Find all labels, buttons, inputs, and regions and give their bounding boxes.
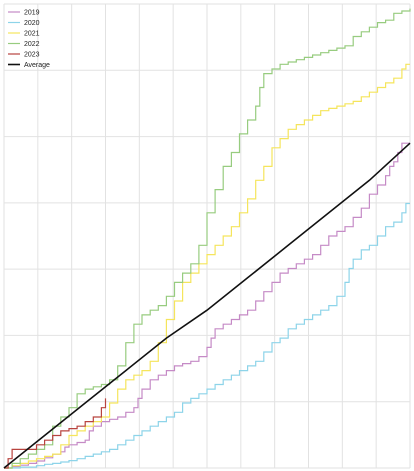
legend-label-average: Average — [24, 62, 50, 69]
grid-lines — [3, 3, 411, 469]
legend-label-2023: 2023 — [24, 52, 40, 59]
legend-label-2021: 2021 — [24, 31, 40, 38]
series-line-average — [3, 142, 411, 469]
legend-label-2020: 2020 — [24, 20, 40, 27]
series-line-2023 — [4, 398, 107, 469]
series-line-2022 — [4, 8, 411, 469]
series-lines — [3, 8, 411, 469]
legend: 2019 2020 2021 2022 2023 Average — [8, 10, 50, 69]
legend-label-2019: 2019 — [24, 10, 40, 17]
legend-label-2022: 2022 — [24, 41, 40, 48]
series-line-2021 — [4, 63, 410, 469]
series-line-2020 — [4, 202, 410, 469]
series-line-2019 — [4, 142, 410, 469]
